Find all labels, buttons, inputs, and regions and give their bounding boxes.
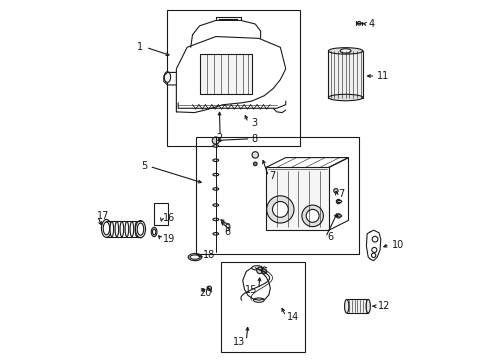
Circle shape bbox=[207, 286, 211, 291]
Text: 7: 7 bbox=[269, 171, 275, 181]
Text: 7: 7 bbox=[337, 189, 343, 199]
Text: 17: 17 bbox=[97, 211, 109, 221]
Ellipse shape bbox=[103, 222, 109, 235]
Ellipse shape bbox=[340, 49, 350, 53]
Bar bbox=[167, 10, 300, 146]
Ellipse shape bbox=[120, 222, 123, 237]
Text: 8: 8 bbox=[251, 134, 257, 144]
Circle shape bbox=[272, 202, 287, 217]
Ellipse shape bbox=[164, 72, 170, 82]
Text: 15: 15 bbox=[245, 285, 257, 296]
Ellipse shape bbox=[253, 298, 264, 302]
Ellipse shape bbox=[337, 215, 341, 217]
Ellipse shape bbox=[190, 255, 200, 259]
Bar bbox=[199, 54, 251, 94]
Circle shape bbox=[266, 196, 293, 223]
Text: 10: 10 bbox=[391, 239, 403, 249]
Circle shape bbox=[333, 189, 337, 193]
Ellipse shape bbox=[212, 204, 218, 206]
Circle shape bbox=[212, 137, 219, 144]
Text: 5: 5 bbox=[141, 161, 147, 171]
Circle shape bbox=[253, 162, 257, 166]
Ellipse shape bbox=[328, 94, 362, 101]
Ellipse shape bbox=[137, 223, 143, 235]
Circle shape bbox=[357, 22, 360, 25]
Circle shape bbox=[261, 269, 266, 274]
Circle shape bbox=[305, 210, 319, 222]
Circle shape bbox=[256, 267, 263, 274]
Text: 6: 6 bbox=[326, 232, 332, 242]
Ellipse shape bbox=[110, 222, 113, 237]
Text: 12: 12 bbox=[377, 301, 389, 311]
Text: 16: 16 bbox=[163, 213, 175, 222]
Bar bbox=[328, 51, 362, 98]
Ellipse shape bbox=[130, 222, 133, 237]
Text: 13: 13 bbox=[232, 337, 244, 347]
Ellipse shape bbox=[251, 266, 262, 270]
Text: 14: 14 bbox=[286, 312, 298, 322]
Ellipse shape bbox=[212, 218, 218, 221]
Ellipse shape bbox=[125, 222, 128, 237]
Ellipse shape bbox=[151, 227, 157, 237]
Bar bbox=[196, 137, 359, 253]
Circle shape bbox=[371, 247, 376, 252]
Text: 4: 4 bbox=[367, 19, 374, 29]
Ellipse shape bbox=[135, 222, 139, 237]
Circle shape bbox=[336, 199, 340, 204]
Ellipse shape bbox=[115, 222, 119, 237]
Ellipse shape bbox=[366, 300, 369, 313]
Ellipse shape bbox=[212, 188, 218, 190]
Ellipse shape bbox=[212, 145, 218, 147]
Circle shape bbox=[371, 236, 377, 242]
Text: 6: 6 bbox=[224, 227, 230, 237]
Text: 18: 18 bbox=[203, 250, 215, 260]
Text: 1: 1 bbox=[137, 42, 143, 52]
Ellipse shape bbox=[135, 221, 145, 238]
Text: 3: 3 bbox=[250, 118, 257, 128]
Bar bbox=[154, 203, 167, 225]
Ellipse shape bbox=[337, 201, 341, 203]
Text: 19: 19 bbox=[163, 234, 175, 244]
Circle shape bbox=[336, 214, 340, 218]
Ellipse shape bbox=[212, 174, 218, 176]
Bar bbox=[221, 262, 305, 352]
Circle shape bbox=[251, 152, 258, 158]
Text: 9: 9 bbox=[224, 224, 230, 233]
Ellipse shape bbox=[328, 48, 362, 54]
Text: 20: 20 bbox=[199, 288, 211, 298]
Ellipse shape bbox=[212, 233, 218, 235]
Ellipse shape bbox=[152, 229, 155, 235]
Ellipse shape bbox=[101, 220, 111, 237]
Ellipse shape bbox=[212, 159, 218, 162]
Circle shape bbox=[371, 253, 375, 257]
Bar bbox=[346, 300, 367, 313]
Text: 11: 11 bbox=[376, 71, 388, 81]
Circle shape bbox=[301, 205, 323, 226]
Text: 2: 2 bbox=[215, 133, 222, 143]
Ellipse shape bbox=[344, 300, 348, 313]
Bar bbox=[265, 167, 328, 230]
